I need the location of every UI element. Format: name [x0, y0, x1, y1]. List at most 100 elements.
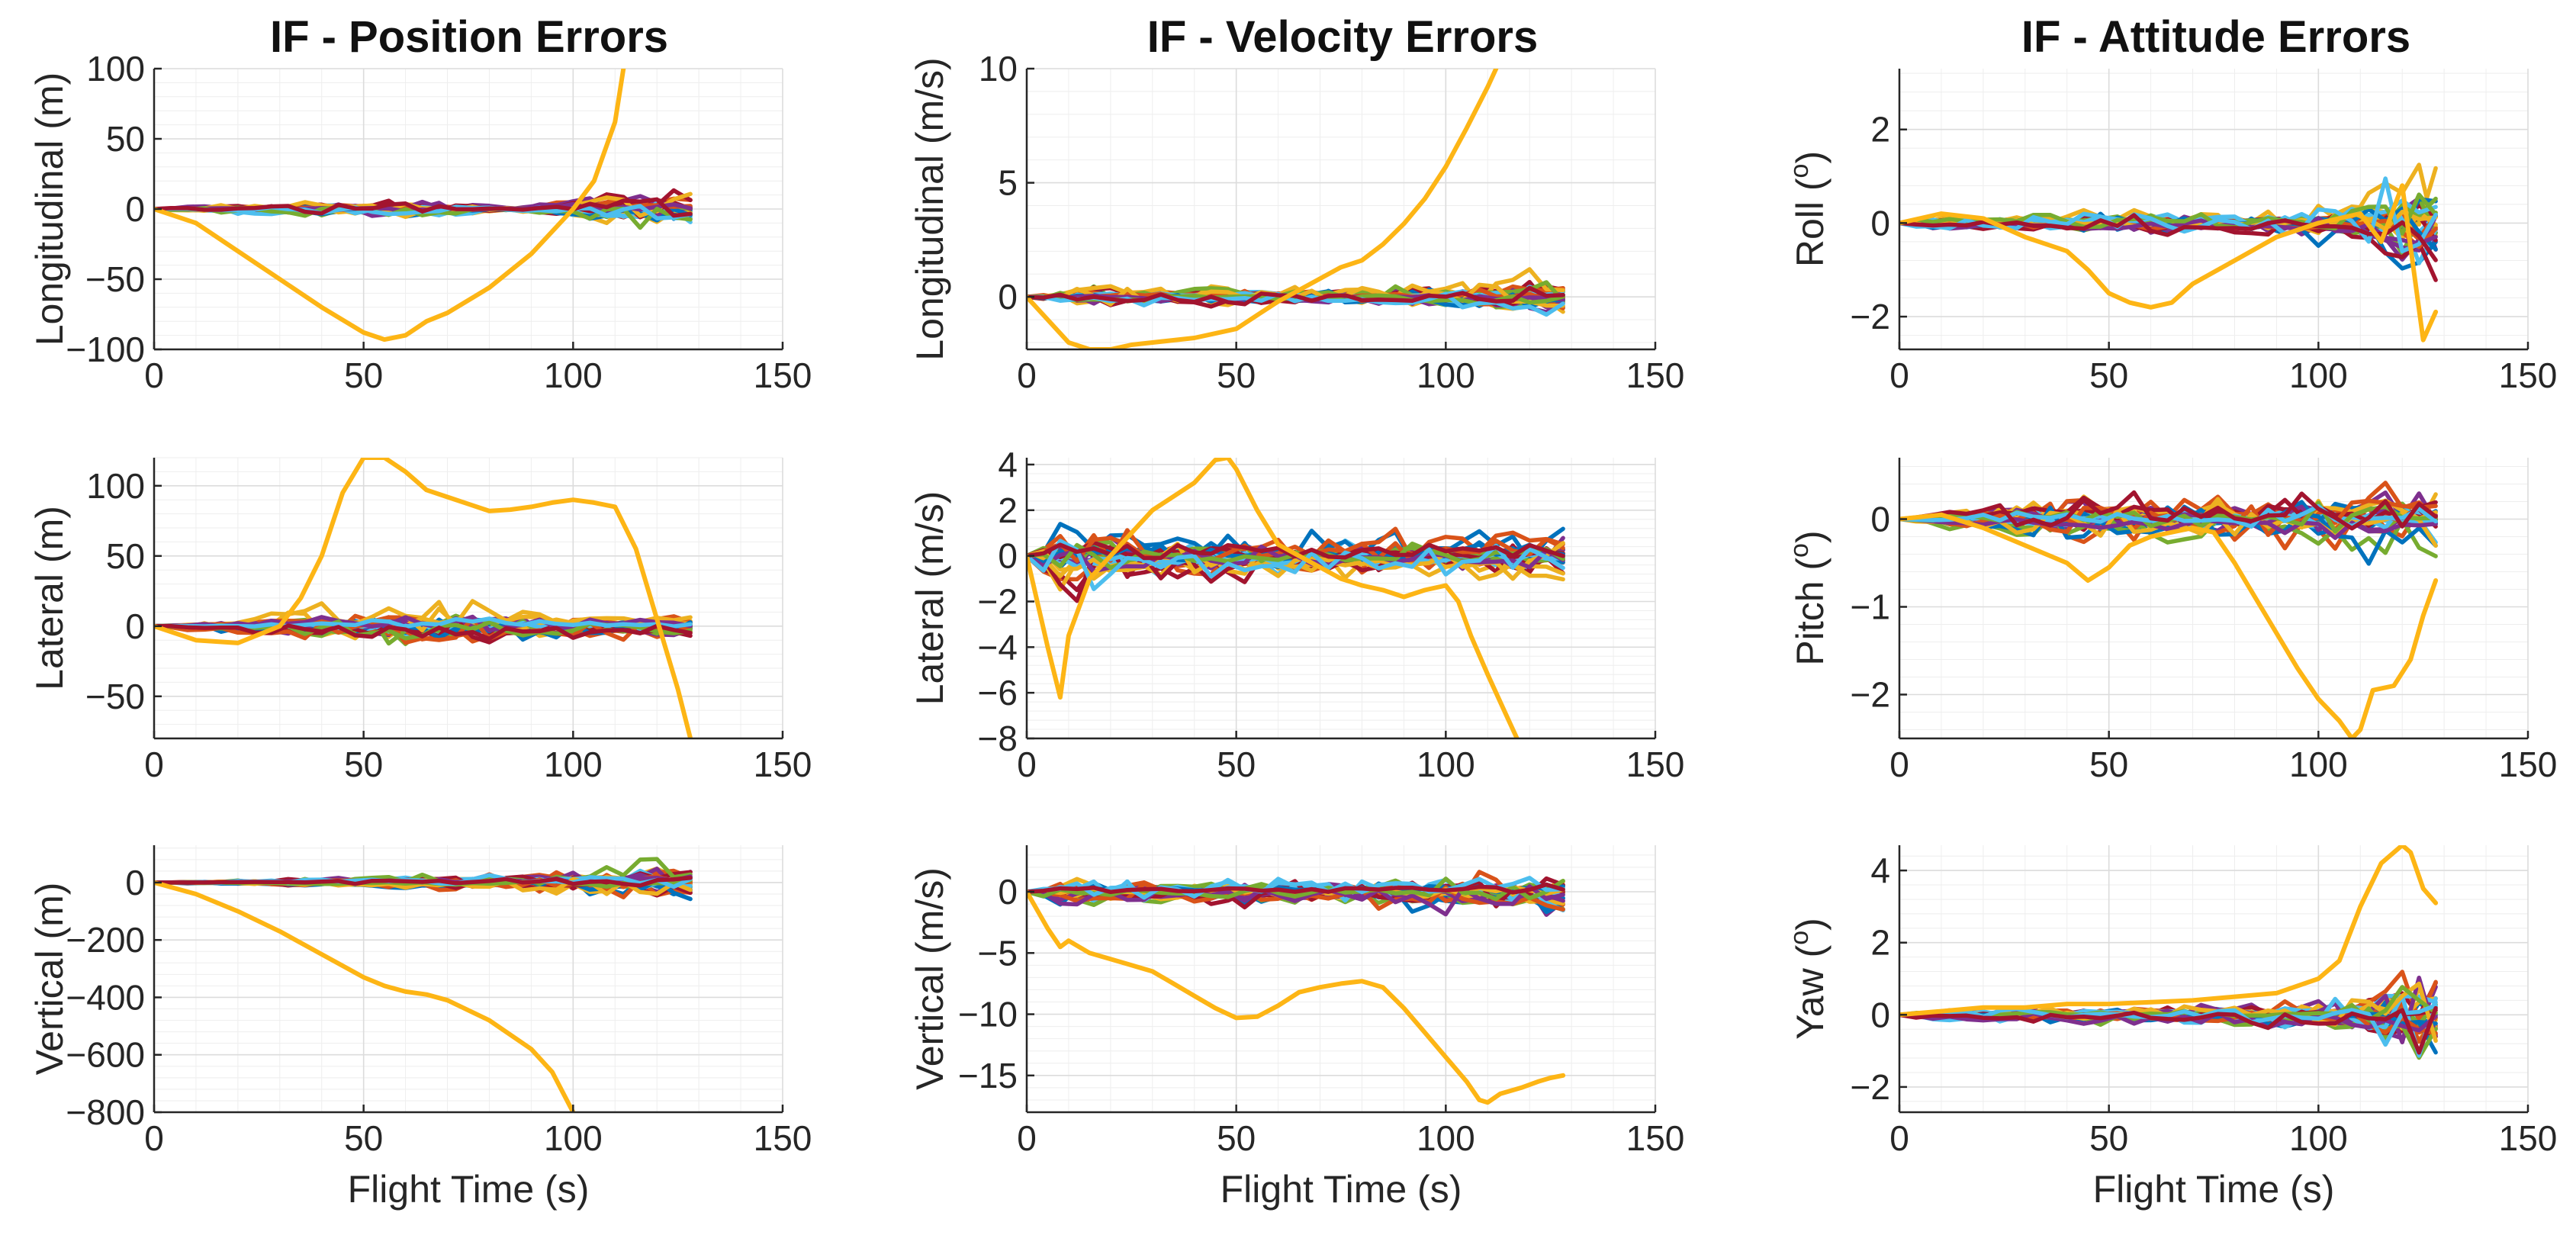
y-tick-label: −2	[1851, 1067, 1890, 1107]
y-tick-label: 0	[1870, 203, 1890, 243]
ensemble-lines	[1899, 481, 2439, 738]
x-tick-label: 0	[1017, 1118, 1037, 1158]
y-axis-label: Lateral (m)	[28, 506, 71, 690]
run-line	[1027, 876, 1565, 900]
y-tick-label: −50	[85, 677, 145, 716]
x-tick-label: 100	[1417, 745, 1475, 784]
ensemble-lines	[1899, 845, 2439, 1060]
subplot-pos-vert: 0 50 100 150 −800 −600 −400 −200 0 Vertical (m) Fl…	[28, 845, 812, 1211]
y-axis-label: Vertical (m/s)	[909, 867, 951, 1090]
outlier-run-line	[1899, 183, 2439, 343]
column-title-attitude: IF - Attitude Errors	[2021, 12, 2410, 62]
subplot-pos-lat: 0 50 100 150 −50 0 50 100 Lateral (m)	[28, 457, 812, 784]
y-tick-label: 0	[125, 606, 145, 646]
y-axis-label: Longitudinal (m/s)	[909, 57, 951, 360]
x-tick-label: 50	[1217, 745, 1256, 784]
outlier-run-line	[1027, 69, 1499, 349]
y-tick-label: −8	[978, 719, 1018, 758]
x-tick-label: 100	[1417, 355, 1475, 395]
y-tick-label: −6	[978, 673, 1018, 712]
ensemble-lines	[1899, 162, 2439, 343]
y-tick-label: 2	[1870, 923, 1890, 963]
subplot-att-pitch: 0 50 100 150 −2 −1 0 Pitch (o)	[1785, 458, 2557, 784]
outlier-run-line	[1899, 512, 2439, 738]
x-tick-label: 150	[2499, 745, 2558, 784]
ensemble-lines	[1027, 458, 1565, 738]
y-axis-label: Yaw (o)	[1785, 918, 1832, 1040]
outlier-run-line	[154, 69, 626, 343]
x-tick-label: 150	[1626, 1118, 1685, 1158]
y-axis-label: Lateral (m/s)	[909, 491, 951, 706]
x-tick-label: 50	[2089, 745, 2128, 784]
run-line	[154, 599, 693, 633]
y-tick-label: 0	[125, 189, 145, 229]
x-tick-label: 0	[1889, 1118, 1909, 1158]
x-tick-label: 100	[2289, 355, 2348, 395]
x-tick-label: 0	[1017, 355, 1037, 395]
subplot-vel-long: 0 50 100 150 0 5 10 Longitudinal (m/s)	[909, 49, 1684, 395]
outlier-run-line	[1899, 845, 2439, 1018]
y-tick-label: 4	[998, 445, 1018, 484]
y-tick-label: −800	[66, 1092, 145, 1132]
x-tick-label: 100	[544, 1118, 603, 1158]
ensemble-lines	[154, 458, 693, 738]
y-tick-label: 100	[86, 49, 145, 88]
x-tick-label: 150	[754, 1118, 812, 1158]
x-tick-label: 150	[754, 355, 812, 395]
y-tick-label: 100	[86, 466, 145, 506]
ensemble-lines	[154, 857, 693, 1112]
outlier-run-line	[1027, 889, 1566, 1105]
subplot-vel-vert: 0 50 100 150 −15 −10 −5 0 Vertical (m/s) Flight T…	[909, 845, 1684, 1211]
y-tick-label: 2	[998, 491, 1018, 530]
run-line	[154, 616, 693, 629]
run-line	[154, 197, 693, 218]
outlier-run-line	[154, 880, 576, 1112]
y-tick-label: −50	[85, 259, 145, 299]
x-tick-label: 50	[344, 355, 383, 395]
subplot-att-roll: 0 50 100 150 −2 0 2 Roll (o)	[1785, 69, 2557, 395]
x-tick-label: 100	[1417, 1118, 1475, 1158]
subplot-pos-long: 0 50 100 150 −100 −50 0 50 100 Longitudinal (m)	[28, 49, 812, 395]
run-line	[1899, 516, 2438, 540]
run-line	[1027, 285, 1565, 307]
y-tick-label: 0	[1870, 995, 1890, 1034]
x-axis-label: Flight Time (s)	[2093, 1168, 2335, 1211]
x-tick-label: 100	[2289, 745, 2348, 784]
column-title-velocity: IF - Velocity Errors	[1147, 12, 1539, 62]
y-axis-label: Roll (o)	[1785, 151, 1832, 267]
ensemble-lines	[1027, 69, 1565, 349]
y-tick-label: 2	[1870, 110, 1890, 150]
x-tick-label: 150	[754, 745, 812, 784]
y-tick-label: −10	[958, 995, 1018, 1034]
y-tick-label: −100	[66, 330, 145, 369]
y-tick-label: 10	[979, 49, 1018, 88]
subplot-vel-lat: 0 50 100 150 −8 −6 −4 −2 0 2 4 Lateral (m/s)	[909, 445, 1684, 784]
ensemble-lines	[1027, 870, 1566, 1105]
x-axis-label: Flight Time (s)	[348, 1168, 590, 1211]
x-tick-label: 0	[1889, 745, 1909, 784]
y-tick-label: −200	[66, 920, 145, 960]
x-tick-label: 150	[1626, 745, 1685, 784]
x-tick-label: 0	[1889, 355, 1909, 395]
y-tick-label: 4	[1870, 851, 1890, 890]
y-tick-label: −2	[1851, 297, 1890, 336]
y-tick-label: −600	[66, 1035, 145, 1075]
y-tick-label: 0	[998, 277, 1018, 317]
ensemble-lines	[154, 69, 693, 343]
y-tick-label: −2	[1851, 675, 1890, 715]
outlier-run-line	[154, 458, 693, 738]
y-tick-label: −5	[978, 933, 1018, 973]
x-tick-label: 150	[1626, 355, 1685, 395]
x-tick-label: 50	[2089, 355, 2128, 395]
y-tick-label: 50	[106, 119, 145, 159]
x-tick-label: 50	[344, 1118, 383, 1158]
x-tick-label: 50	[2089, 1118, 2128, 1158]
y-axis-label: Vertical (m)	[28, 883, 71, 1076]
y-tick-label: −15	[958, 1056, 1018, 1095]
y-tick-label: −1	[1851, 587, 1890, 627]
run-line	[154, 876, 693, 888]
x-tick-label: 0	[144, 1118, 164, 1158]
y-tick-label: 5	[998, 163, 1018, 203]
x-tick-label: 100	[2289, 1118, 2348, 1158]
